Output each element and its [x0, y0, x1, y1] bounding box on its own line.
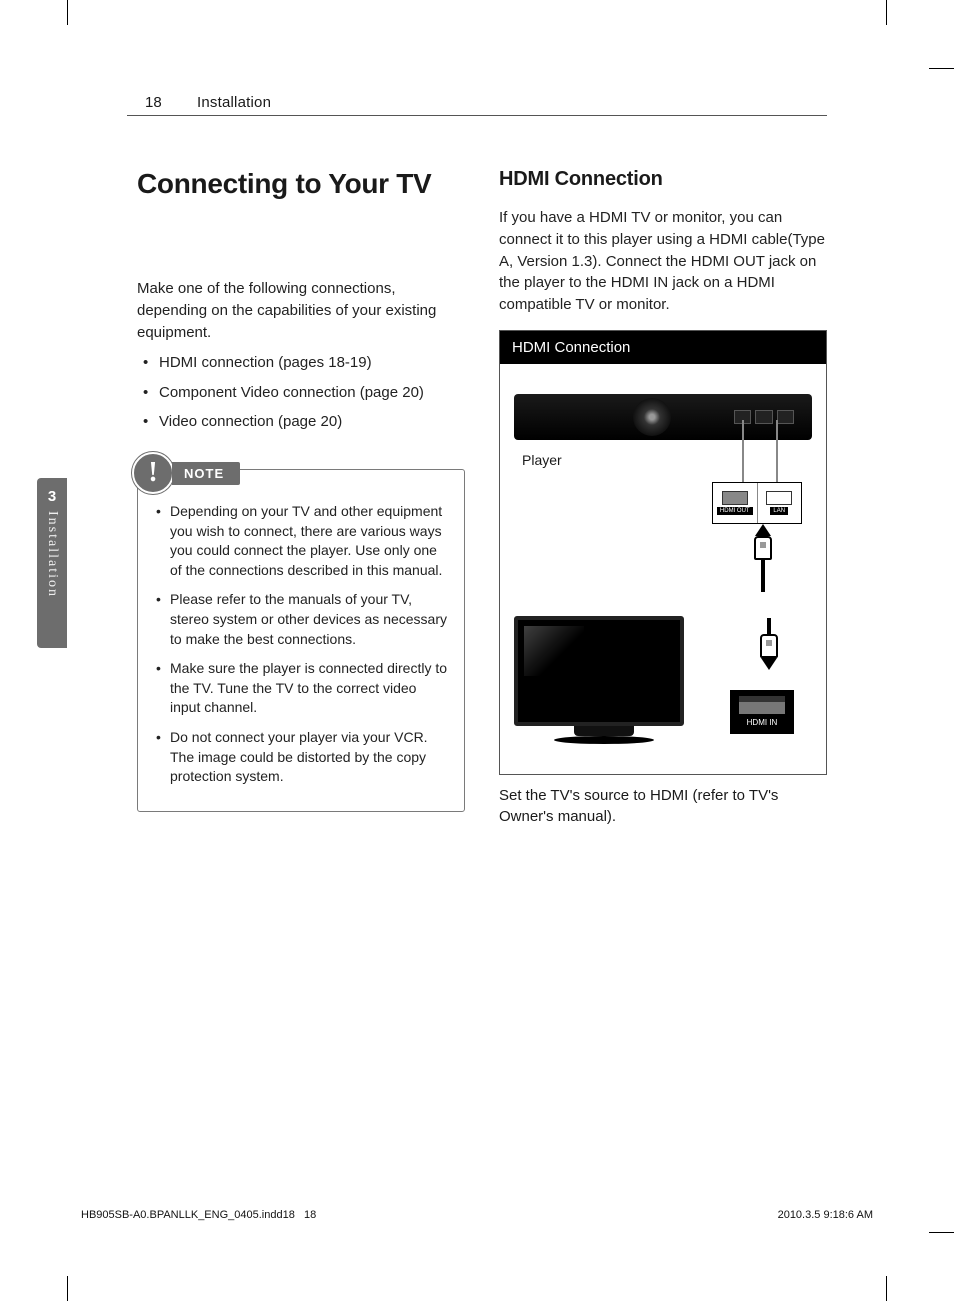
- intro-paragraph: Make one of the following connections, d…: [137, 278, 465, 343]
- tv-hdmi-in-panel: HDMI IN: [730, 690, 794, 734]
- lead-line: [742, 420, 744, 482]
- hdmi-paragraph: If you have a HDMI TV or monitor, you ca…: [499, 207, 827, 316]
- note-list: Depending on your TV and other equipment…: [152, 502, 450, 787]
- player-illustration: [514, 394, 812, 440]
- note-item: Depending on your TV and other equipment…: [170, 502, 450, 580]
- diagram-box: HDMI Connection Player HDMI: [499, 330, 827, 775]
- diagram-body: Player HDMI OUT LAN: [500, 364, 826, 774]
- note-badge: ! NOTE: [132, 452, 240, 494]
- hdmi-in-label: HDMI IN: [747, 718, 778, 727]
- hdmi-in-port-icon: [739, 696, 785, 714]
- note-item: Do not connect your player via your VCR.…: [170, 728, 450, 787]
- hdmi-plug-icon: [754, 536, 772, 560]
- page-frame: 18 Installation 3 Installation Connectin…: [67, 68, 887, 1233]
- lan-label: LAN: [770, 507, 788, 515]
- list-item: Component Video connection (page 20): [159, 381, 465, 404]
- player-label: Player: [522, 452, 562, 468]
- hdmi-out-port-icon: [722, 491, 748, 505]
- footer-filename: HB905SB-A0.BPANLLK_ENG_0405.indd18 18: [81, 1209, 316, 1221]
- rear-port-panel: HDMI OUT LAN: [712, 482, 802, 524]
- note-item: Please refer to the manuals of your TV, …: [170, 590, 450, 649]
- disc-icon: [633, 398, 671, 436]
- footer-timestamp: 2010.3.5 9:18:6 AM: [778, 1209, 873, 1221]
- list-item: HDMI connection (pages 18-19): [159, 351, 465, 374]
- chapter-number: 3: [48, 488, 56, 505]
- lan-port-icon: [766, 491, 792, 505]
- lead-line: [776, 420, 778, 482]
- right-column: HDMI Connection If you have a HDMI TV or…: [499, 168, 827, 827]
- list-item: Video connection (page 20): [159, 410, 465, 433]
- page-title: Connecting to Your TV: [137, 168, 465, 200]
- chapter-label: Installation: [44, 511, 60, 598]
- page-number: 18: [145, 94, 162, 111]
- hdmi-out-label: HDMI OUT: [717, 507, 753, 515]
- note-icon: !: [132, 452, 174, 494]
- diagram-caption: Set the TV's source to HDMI (refer to TV…: [499, 785, 827, 827]
- note-box: ! NOTE Depending on your TV and other eq…: [137, 469, 465, 812]
- hdmi-plug-icon: [760, 634, 778, 658]
- diagram-header: HDMI Connection: [500, 331, 826, 364]
- hdmi-cable-illustration: [750, 524, 776, 592]
- content-area: Connecting to Your TV Make one of the fo…: [137, 168, 827, 827]
- header-section-label: Installation: [197, 94, 271, 111]
- chapter-side-tab: 3 Installation: [37, 478, 67, 648]
- note-item: Make sure the player is connected direct…: [170, 659, 450, 718]
- note-label: NOTE: [172, 462, 240, 485]
- tv-illustration: [514, 616, 694, 756]
- left-column: Connecting to Your TV Make one of the fo…: [137, 168, 465, 827]
- page-footer: HB905SB-A0.BPANLLK_ENG_0405.indd18 18 20…: [81, 1209, 873, 1221]
- hdmi-cable-illustration: [756, 618, 782, 670]
- page-header: 18 Installation: [127, 94, 827, 116]
- connection-list: HDMI connection (pages 18-19) Component …: [137, 351, 465, 433]
- section-subtitle: HDMI Connection: [499, 168, 827, 191]
